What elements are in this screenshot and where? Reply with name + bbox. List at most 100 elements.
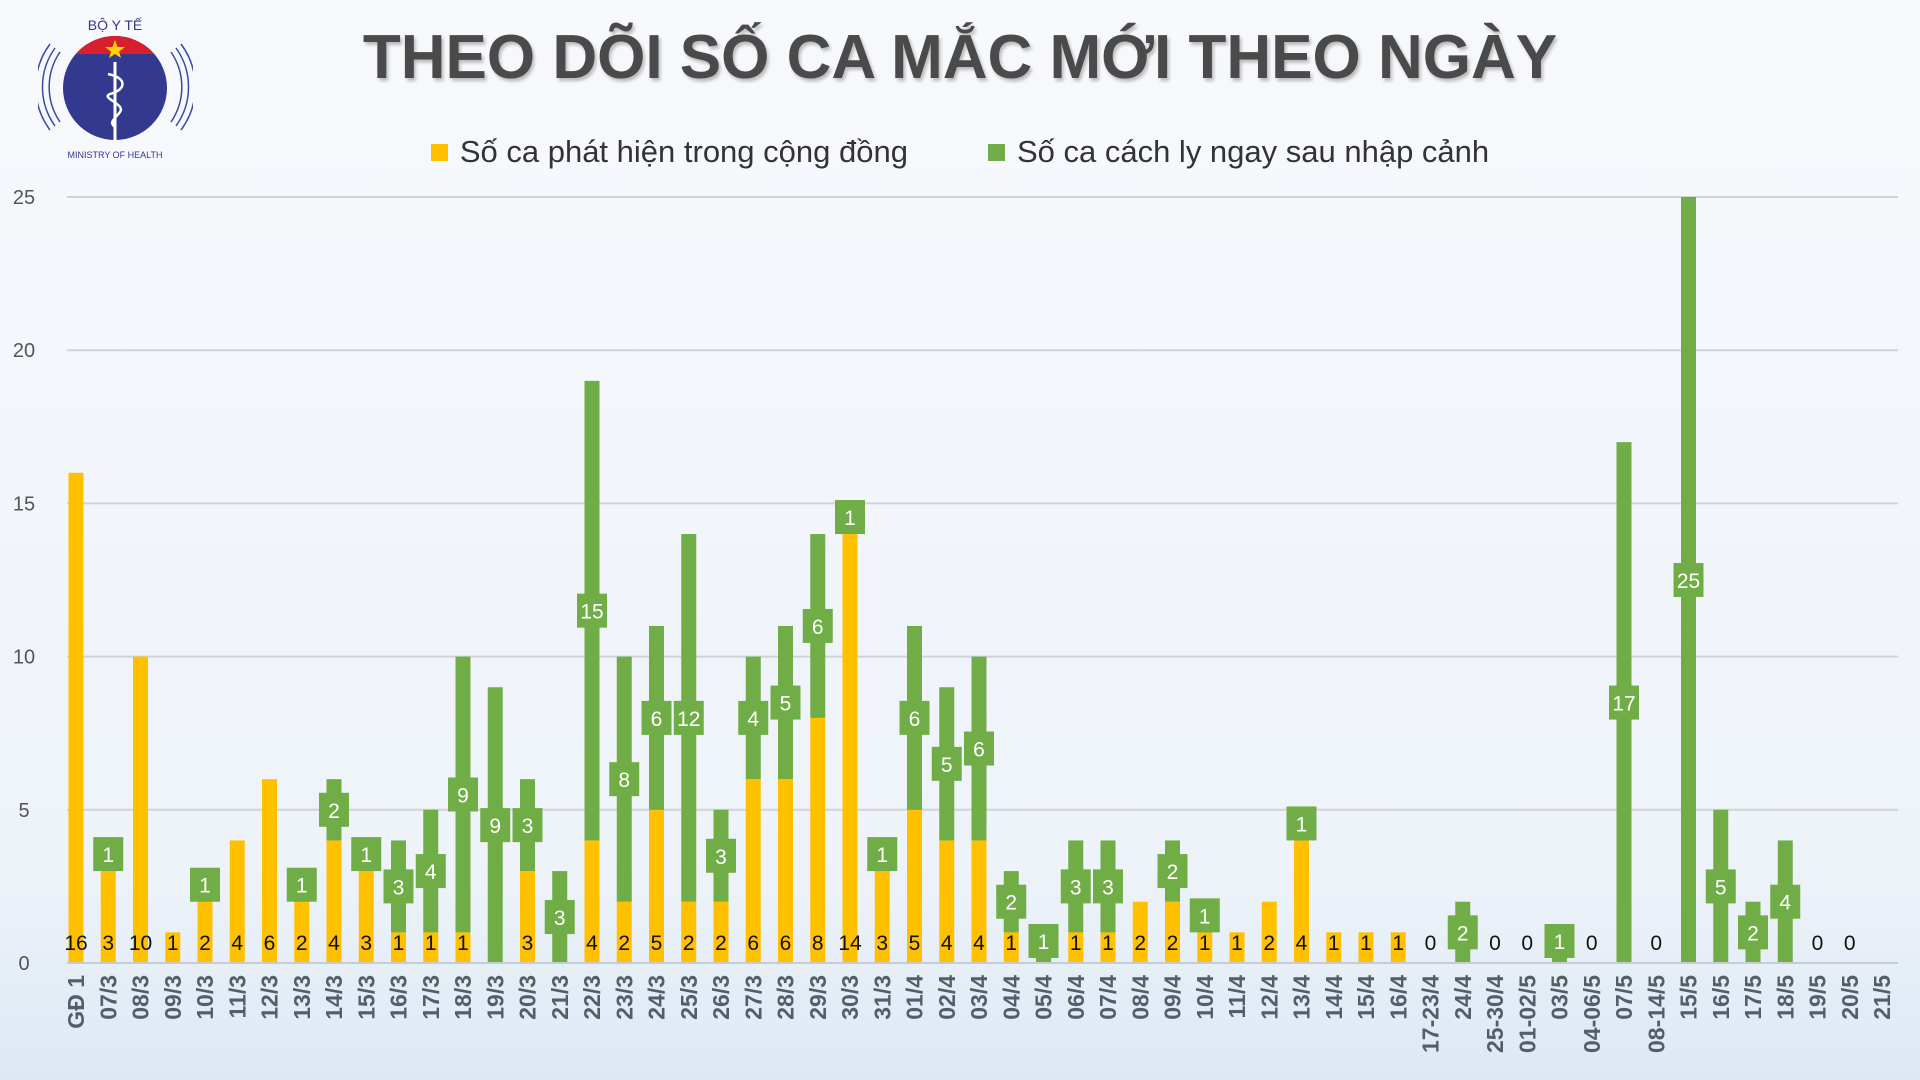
x-tick-label: 10/4 bbox=[1192, 975, 1218, 1020]
value-label-community: 0 bbox=[1844, 932, 1856, 955]
x-tick-label: 27/3 bbox=[740, 975, 766, 1020]
value-label-imported: 3 bbox=[522, 815, 534, 838]
y-tick-label: 5 bbox=[18, 800, 29, 822]
bar-community bbox=[520, 871, 535, 963]
value-label-imported: 6 bbox=[812, 616, 824, 639]
value-label-box-imported bbox=[835, 500, 865, 535]
value-label-box-imported bbox=[544, 900, 575, 935]
value-label-box-imported bbox=[1447, 915, 1478, 950]
x-tick-label: 01/4 bbox=[902, 975, 928, 1020]
legend-item-imported: Số ca cách ly ngay sau nhập cảnh bbox=[987, 134, 1489, 170]
value-label-imported: 2 bbox=[1005, 892, 1017, 915]
x-tick-label: 25/3 bbox=[676, 975, 702, 1020]
value-label-community: 3 bbox=[522, 932, 534, 955]
value-label-box-imported bbox=[415, 854, 446, 889]
x-tick-label: 19/3 bbox=[482, 975, 508, 1020]
value-label-imported: 3 bbox=[1070, 876, 1082, 899]
bar-community bbox=[197, 901, 213, 963]
value-label-community: 4 bbox=[941, 932, 953, 955]
bar-community bbox=[1197, 932, 1213, 963]
x-tick-label: 22/3 bbox=[579, 975, 605, 1020]
legend-label-community: Số ca phát hiện trong cộng đồng bbox=[459, 134, 908, 169]
value-label-imported: 4 bbox=[1779, 892, 1791, 915]
x-tick-label: 21/5 bbox=[1869, 975, 1895, 1020]
bar-community bbox=[584, 840, 600, 963]
value-label-community: 14 bbox=[838, 932, 862, 955]
value-label-community: 0 bbox=[1586, 932, 1598, 955]
x-tick-label: 08-14/5 bbox=[1643, 975, 1669, 1053]
value-label-imported: 9 bbox=[457, 784, 469, 807]
value-label-community: 1 bbox=[1328, 932, 1340, 955]
value-label-imported: 12 bbox=[677, 708, 700, 731]
value-label-community: 0 bbox=[1521, 932, 1533, 955]
bar-community bbox=[358, 871, 374, 963]
x-tick-label: 14/4 bbox=[1321, 975, 1347, 1020]
value-label-community: 5 bbox=[651, 932, 663, 955]
value-label-box-imported bbox=[1705, 869, 1736, 904]
bar-community bbox=[326, 840, 342, 963]
bar-community bbox=[1294, 840, 1309, 963]
bar-community bbox=[842, 534, 858, 963]
value-label-community: 0 bbox=[1489, 932, 1501, 955]
value-label-community: 1 bbox=[425, 932, 437, 955]
value-label-community: 4 bbox=[973, 932, 985, 955]
value-label-community: 1 bbox=[1102, 932, 1114, 955]
value-label-community: 2 bbox=[683, 932, 695, 955]
bar-community bbox=[229, 840, 245, 963]
x-tick-label: 14/3 bbox=[321, 975, 347, 1020]
bar-community bbox=[1165, 901, 1180, 963]
value-label-community: 1 bbox=[1199, 932, 1211, 955]
value-label-box-imported bbox=[673, 700, 704, 735]
value-label-imported: 1 bbox=[102, 844, 114, 867]
value-label-community: 6 bbox=[264, 932, 276, 955]
value-label-community: 16 bbox=[64, 932, 87, 955]
value-label-community: 1 bbox=[1005, 932, 1017, 955]
bar-community bbox=[391, 932, 406, 963]
legend-swatch-community bbox=[430, 143, 448, 161]
value-label-box-imported bbox=[351, 837, 382, 872]
bar-community bbox=[1358, 932, 1374, 963]
y-tick-label: 10 bbox=[13, 647, 35, 669]
bar-community bbox=[681, 901, 697, 963]
value-label-box-imported bbox=[1189, 898, 1220, 933]
bar-community bbox=[455, 932, 471, 963]
bar-community bbox=[1390, 932, 1406, 963]
value-label-community: 2 bbox=[618, 932, 630, 955]
value-label-box-imported bbox=[1609, 685, 1639, 720]
value-label-box-imported bbox=[383, 869, 414, 904]
value-label-box-imported bbox=[190, 867, 220, 902]
value-label-community: 8 bbox=[812, 932, 824, 955]
value-label-community: 3 bbox=[102, 932, 114, 955]
value-label-community: 3 bbox=[876, 932, 888, 955]
bar-community bbox=[1100, 932, 1116, 963]
value-label-imported: 1 bbox=[199, 875, 211, 898]
x-tick-label: 17/3 bbox=[418, 975, 444, 1020]
value-label-box-imported bbox=[802, 608, 833, 643]
bar-community bbox=[133, 656, 148, 963]
value-label-community: 1 bbox=[1392, 932, 1404, 955]
value-label-box-imported bbox=[286, 867, 317, 902]
bar-community bbox=[1003, 932, 1019, 963]
bar-community bbox=[971, 840, 987, 963]
value-label-imported: 3 bbox=[554, 907, 566, 930]
value-label-box-imported bbox=[480, 808, 511, 843]
x-tick-label: 20/5 bbox=[1837, 975, 1863, 1020]
value-label-imported: 9 bbox=[489, 815, 501, 838]
x-tick-label: 12/3 bbox=[257, 975, 283, 1020]
bar-community bbox=[778, 779, 793, 963]
bar-community bbox=[165, 932, 181, 963]
value-label-community: 0 bbox=[1650, 932, 1662, 955]
x-tick-label: 16/5 bbox=[1708, 975, 1734, 1020]
value-label-community: 10 bbox=[129, 932, 152, 955]
bar-community bbox=[616, 901, 632, 963]
x-tick-label: 18/3 bbox=[450, 975, 476, 1020]
value-label-imported: 1 bbox=[1199, 905, 1211, 928]
x-tick-label: 05/4 bbox=[1031, 975, 1057, 1020]
x-tick-label: 23/3 bbox=[611, 975, 637, 1020]
value-label-imported: 2 bbox=[328, 800, 340, 823]
value-label-imported: 6 bbox=[909, 708, 921, 731]
x-tick-label: 15/3 bbox=[353, 975, 379, 1020]
x-tick-label: 18/5 bbox=[1772, 975, 1798, 1020]
value-label-imported: 5 bbox=[941, 754, 953, 777]
value-label-community: 1 bbox=[1360, 932, 1372, 955]
